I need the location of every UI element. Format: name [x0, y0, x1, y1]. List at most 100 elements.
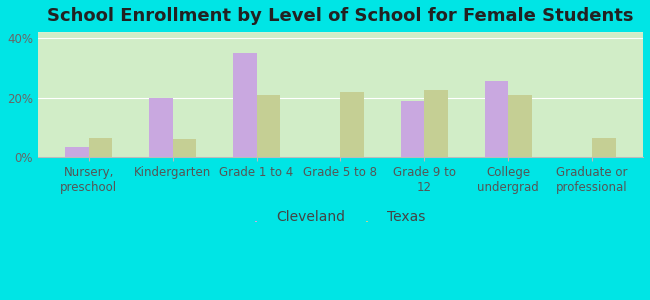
Bar — [38, 32, 643, 33]
Bar — [38, 32, 643, 33]
Bar — [38, 32, 643, 33]
Bar — [38, 32, 643, 33]
Bar — [38, 32, 643, 33]
Bar — [401, 100, 424, 157]
Bar — [38, 32, 643, 33]
Bar — [38, 32, 643, 33]
Bar — [38, 32, 643, 33]
Bar — [38, 32, 643, 33]
Bar — [38, 32, 643, 33]
Bar — [38, 32, 643, 33]
Bar — [38, 32, 643, 33]
Bar — [38, 32, 643, 33]
Bar — [38, 32, 643, 33]
Bar — [38, 32, 643, 33]
Title: School Enrollment by Level of School for Female Students: School Enrollment by Level of School for… — [47, 7, 634, 25]
Bar — [38, 32, 643, 33]
Bar — [38, 32, 643, 33]
Bar — [38, 32, 643, 33]
Bar — [38, 32, 643, 33]
Bar — [38, 32, 643, 33]
Bar — [38, 32, 643, 33]
Bar — [38, 32, 643, 33]
Bar — [38, 32, 643, 33]
Bar — [38, 32, 643, 33]
Bar — [38, 32, 643, 33]
Bar — [38, 32, 643, 33]
Bar — [38, 32, 643, 33]
Bar — [38, 32, 643, 33]
Bar — [233, 53, 257, 157]
Bar — [38, 32, 643, 33]
Bar — [38, 32, 643, 33]
Bar — [38, 32, 643, 33]
Bar — [38, 32, 643, 33]
Bar — [38, 32, 643, 33]
Bar — [38, 32, 643, 33]
Bar — [38, 32, 643, 33]
Bar — [38, 32, 643, 33]
Bar — [38, 32, 643, 33]
Bar — [38, 32, 643, 33]
Bar — [38, 32, 643, 33]
Bar — [38, 32, 643, 33]
Bar — [38, 32, 643, 33]
Bar — [38, 32, 643, 33]
Bar — [38, 32, 643, 33]
Bar — [38, 32, 643, 33]
Bar — [38, 32, 643, 33]
Bar — [38, 32, 643, 33]
Bar — [38, 32, 643, 33]
Bar — [38, 32, 643, 33]
Bar — [38, 32, 643, 33]
Bar — [89, 138, 112, 157]
Bar — [38, 32, 643, 33]
Bar — [38, 32, 643, 33]
Bar — [38, 32, 643, 33]
Bar — [38, 32, 643, 33]
Bar — [38, 32, 643, 33]
Bar — [38, 32, 643, 33]
Bar — [38, 32, 643, 33]
Bar — [38, 32, 643, 33]
Bar — [38, 32, 643, 33]
Bar — [38, 32, 643, 33]
Bar — [38, 32, 643, 33]
Bar — [38, 32, 643, 33]
Bar — [38, 32, 643, 33]
Bar — [38, 32, 643, 33]
Bar — [38, 32, 643, 33]
Bar — [38, 32, 643, 33]
Bar — [38, 32, 643, 33]
Bar — [38, 32, 643, 33]
Bar — [38, 32, 643, 33]
Bar — [38, 32, 643, 33]
Bar — [38, 32, 643, 33]
Bar — [38, 32, 643, 33]
Bar — [38, 32, 643, 33]
Bar — [38, 32, 643, 33]
Bar — [38, 32, 643, 33]
Bar — [38, 32, 643, 33]
Bar — [38, 32, 643, 33]
Bar — [38, 32, 643, 33]
Bar — [38, 32, 643, 33]
Bar — [38, 32, 643, 33]
Bar — [38, 32, 643, 33]
Bar — [38, 32, 643, 33]
Bar — [508, 94, 532, 157]
Bar — [38, 32, 643, 33]
Bar — [38, 32, 643, 33]
Bar — [592, 138, 616, 157]
Bar — [38, 32, 643, 33]
Bar — [38, 32, 643, 33]
Bar — [38, 32, 643, 33]
Bar — [38, 32, 643, 33]
Bar — [38, 32, 643, 33]
Bar — [38, 32, 643, 33]
Bar — [38, 32, 643, 33]
Bar — [38, 32, 643, 33]
Bar — [38, 32, 643, 33]
Bar — [65, 147, 89, 157]
Bar — [38, 32, 643, 33]
